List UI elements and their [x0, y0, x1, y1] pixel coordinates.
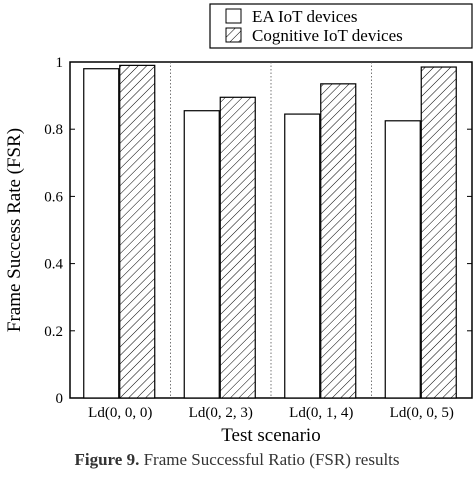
bar-cognitive-iot	[119, 64, 156, 399]
figure-caption: Figure 9. Frame Successful Ratio (FSR) r…	[0, 450, 474, 470]
bar-cognitive-iot	[219, 96, 256, 399]
y-tick-label: 0.2	[44, 324, 63, 340]
y-axis-title: Frame Success Rate (FSR)	[4, 128, 25, 332]
x-tick-label: Ld(0, 1, 4)	[289, 405, 353, 421]
y-tick-label: 0.4	[44, 257, 63, 273]
y-tick-label: 0.8	[44, 122, 63, 138]
x-tick-label: Ld(0, 0, 5)	[390, 405, 454, 421]
legend-swatch	[225, 27, 242, 43]
legend-box	[209, 3, 473, 49]
legend-swatch	[225, 8, 242, 24]
bar-cognitive-iot	[420, 66, 457, 399]
y-tick-label: 0.6	[44, 189, 63, 205]
legend-label: EA IoT devices	[252, 7, 357, 26]
bar-ea-iot	[384, 120, 421, 399]
plot-area: 0 0.2 0.4 0.6 0.8 1 Ld(0, 0, 0) Ld(0, 2, 3) Ld(0…	[44, 55, 473, 421]
y-tick-label: 1	[56, 55, 64, 71]
caption-label: Figure 9.	[74, 450, 140, 469]
y-tick-label: 0	[56, 391, 64, 407]
bar-cognitive-iot	[320, 83, 357, 399]
x-tick-label: Ld(0, 2, 3)	[189, 405, 253, 421]
bar-ea-iot	[284, 113, 321, 399]
x-axis-title: Test scenario	[221, 425, 320, 446]
caption-text: Frame Successful Ratio (FSR) results	[143, 450, 400, 469]
bar-ea-iot	[183, 110, 220, 399]
bar-ea-iot	[83, 68, 120, 399]
legend-label: Cognitive IoT devices	[252, 26, 403, 45]
x-tick-label: Ld(0, 0, 0)	[88, 405, 152, 421]
